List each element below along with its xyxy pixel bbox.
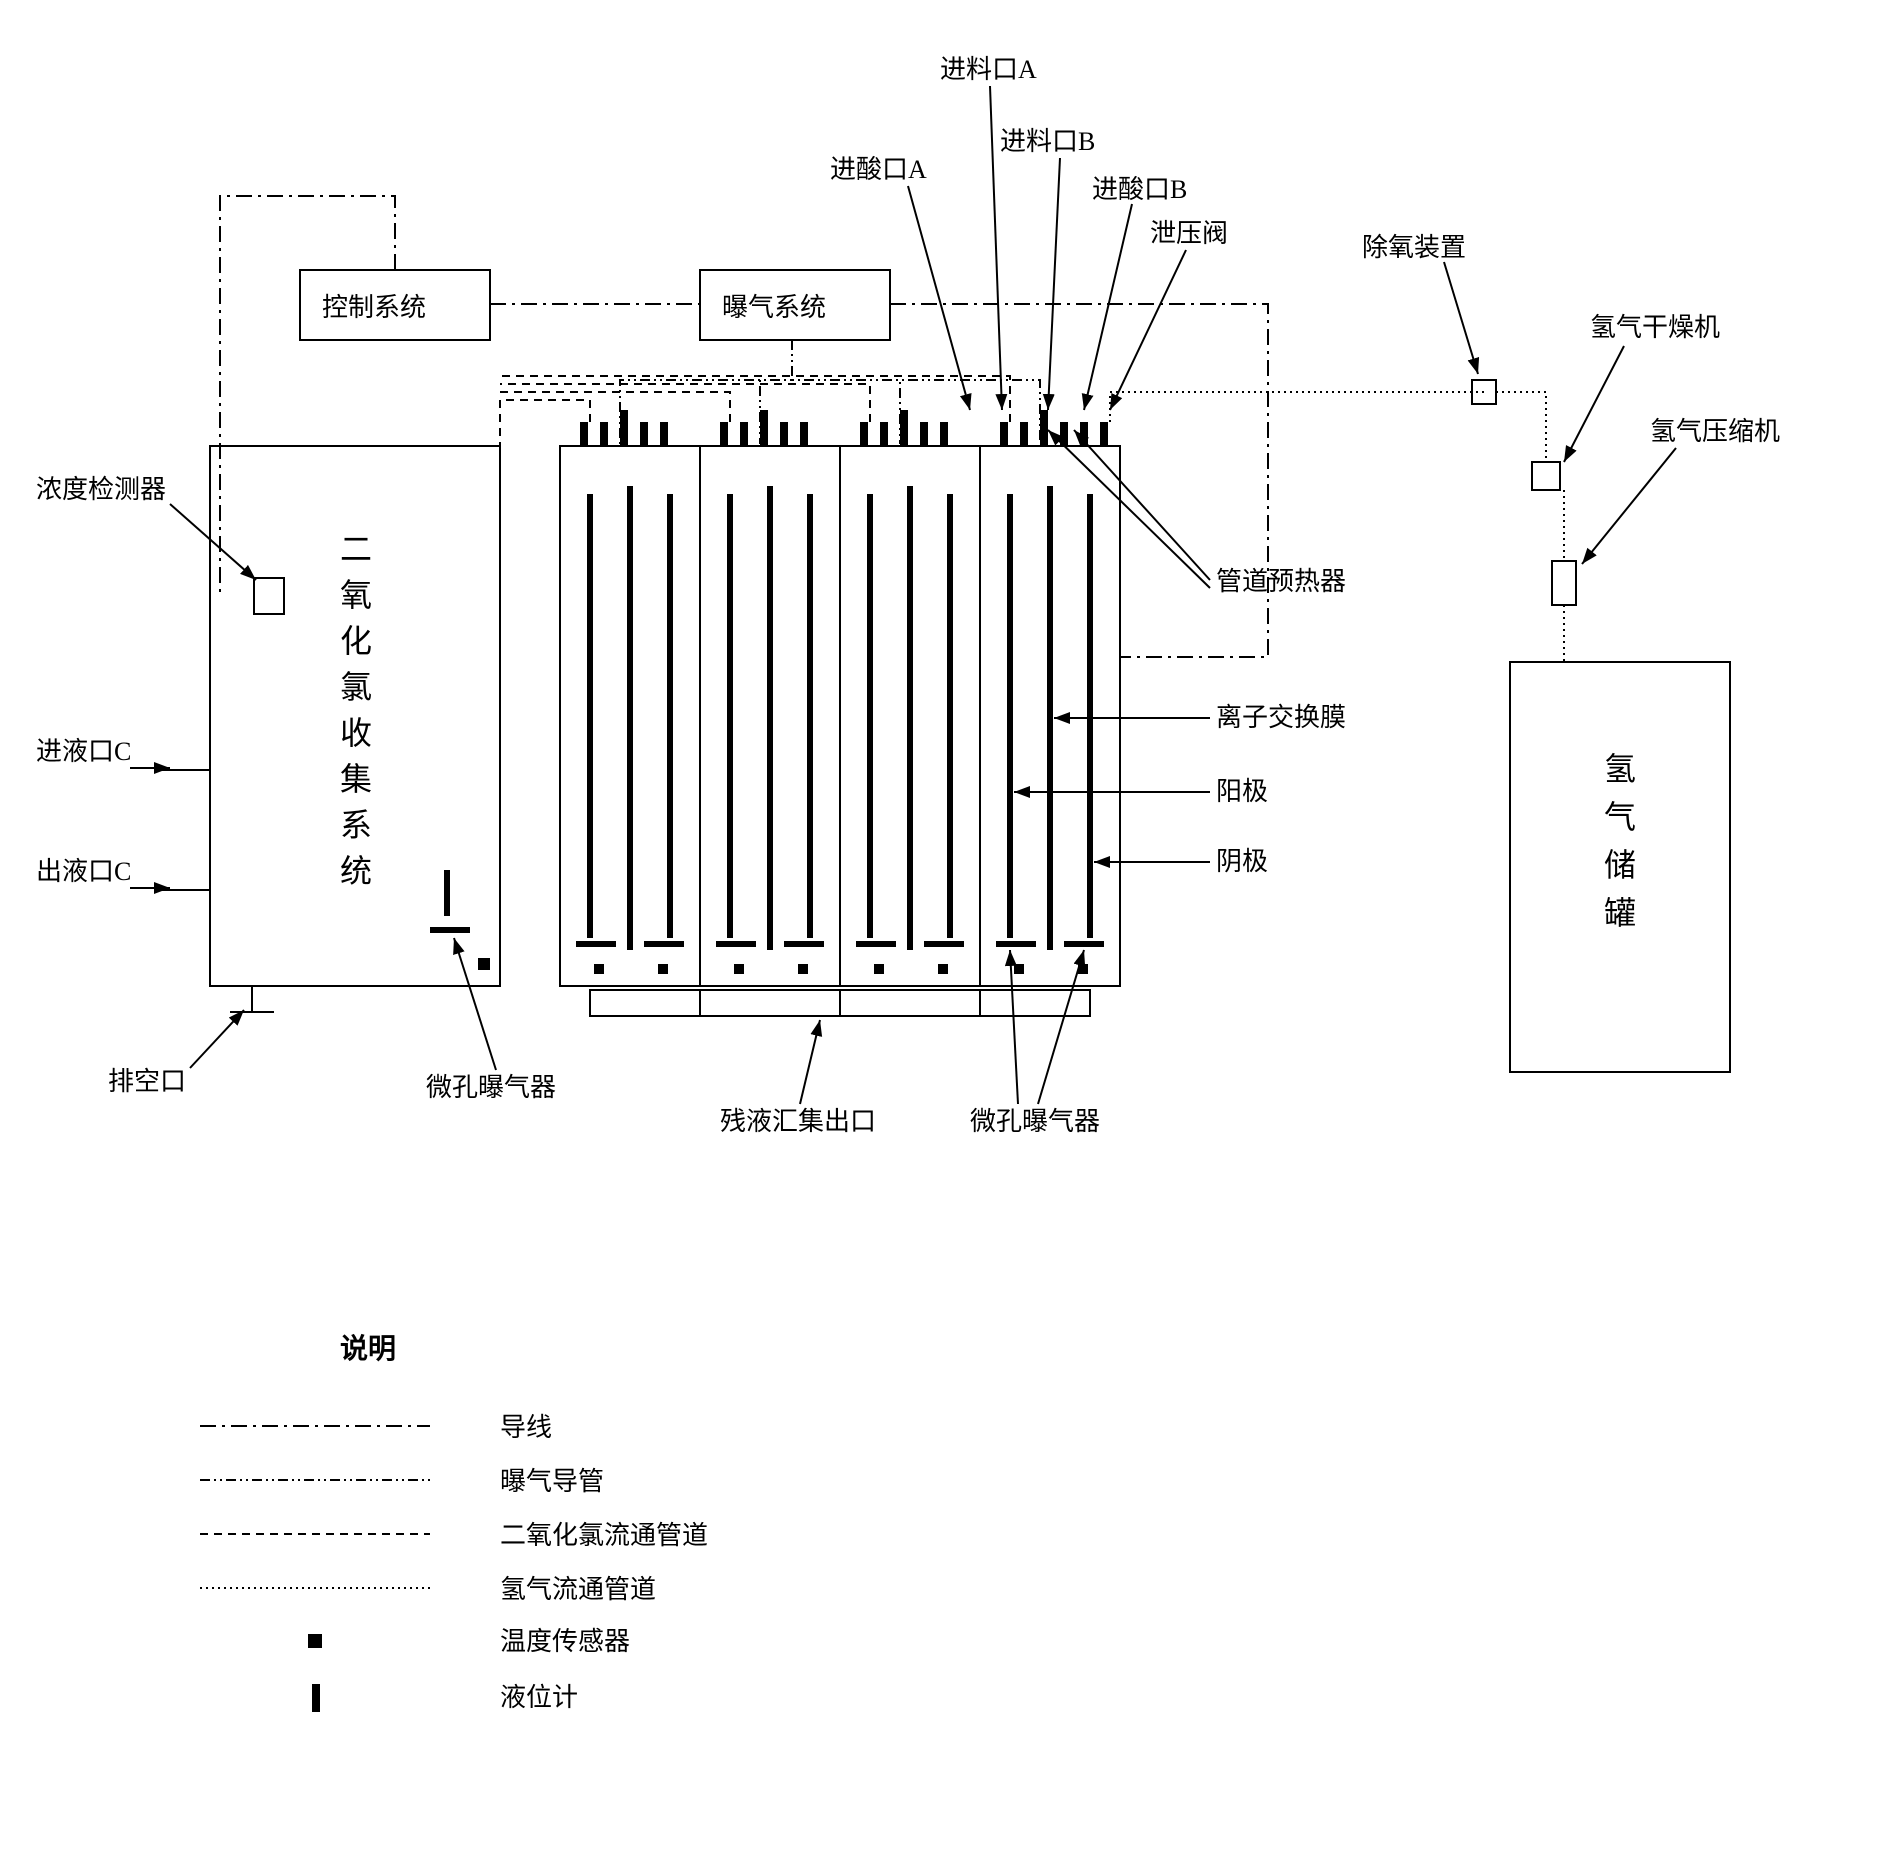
arrow-feedB (1048, 158, 1060, 410)
label-relief: 泄压阀 (1150, 219, 1228, 248)
label-anode: 阳极 (1216, 777, 1268, 806)
label-h2dryer: 氢气干燥机 (1590, 313, 1720, 342)
legend-label-1: 导线 (500, 1413, 552, 1442)
arrow-residual (800, 1020, 820, 1104)
label-microaerator-r: 微孔曝气器 (970, 1107, 1100, 1136)
aeration-system-label: 曝气系统 (722, 293, 826, 322)
h2-line-deoxy-dryer (1496, 392, 1546, 462)
arrow-preheater-2 (1048, 430, 1210, 588)
clo2-pipe-3 (500, 384, 870, 422)
wire-ctrl-right (890, 304, 1268, 657)
arrow-relief (1110, 250, 1186, 410)
label-residual: 残液汇集出口 (720, 1107, 876, 1136)
legend-label-2: 曝气导管 (500, 1467, 604, 1496)
label-drain: 排空口 (108, 1067, 186, 1096)
comp-box (1552, 561, 1576, 605)
h2-tank-title: 氢气储罐 (1604, 751, 1636, 931)
conc-detector (254, 578, 284, 614)
top-stubs (580, 410, 1108, 446)
arrow-drain (190, 1010, 244, 1068)
control-system-label: 控制系统 (322, 293, 426, 322)
clo2-pipe-1 (500, 400, 590, 446)
label-h2comp: 氢气压缩机 (1650, 417, 1780, 446)
arrow-preheater-1 (1074, 430, 1210, 580)
arrow-dryer (1564, 346, 1624, 462)
legend-label-3: 二氧化氯流通管道 (500, 1521, 708, 1550)
h2-line-to-deoxy (1110, 392, 1484, 422)
legend-title: 说明 (340, 1333, 396, 1365)
clo2-pipe-2 (500, 392, 730, 422)
label-concdetector: 浓度检测器 (36, 475, 166, 504)
level-gauge-left (444, 870, 450, 916)
label-feedB: 进料口B (1000, 127, 1095, 156)
h2-line-dryer-comp (1546, 490, 1564, 561)
label-acidB: 进酸口B (1092, 175, 1187, 204)
arrow-deoxy (1444, 262, 1478, 374)
label-microaerator-l: 微孔曝气器 (426, 1073, 556, 1102)
legend-mark-5 (308, 1634, 322, 1648)
label-outletC: 出液口C (36, 857, 131, 886)
label-deoxy: 除氧装置 (1362, 233, 1466, 262)
legend-label-6: 液位计 (500, 1683, 578, 1712)
arrow-microaerL (454, 938, 496, 1070)
arrow-comp (1582, 448, 1676, 564)
label-pipepreheater: 管道预热器 (1216, 567, 1346, 596)
temp-sensor-left (478, 958, 490, 970)
label-feedA: 进料口A (940, 55, 1037, 84)
label-ionmembrane: 离子交换膜 (1216, 703, 1346, 732)
legend-label-4: 氢气流通管道 (500, 1575, 656, 1604)
legend-label-5: 温度传感器 (500, 1627, 630, 1656)
clo2-tank-title: 二氧化氯收集系统 (340, 531, 372, 889)
diagram-canvas: 进料口A 进料口B 进酸口A 进酸口B 泄压阀 除氧装置 氢气干燥机 氢气压缩机… (0, 0, 1895, 1852)
arrow-concdet (170, 504, 256, 580)
label-cathode: 阴极 (1216, 847, 1268, 876)
dryer-box (1532, 462, 1560, 490)
label-inletC: 进液口C (36, 737, 131, 766)
label-acidA: 进酸口A (830, 155, 927, 184)
arrow-microaerR-2 (1038, 950, 1084, 1104)
legend-mark-6 (312, 1684, 320, 1712)
